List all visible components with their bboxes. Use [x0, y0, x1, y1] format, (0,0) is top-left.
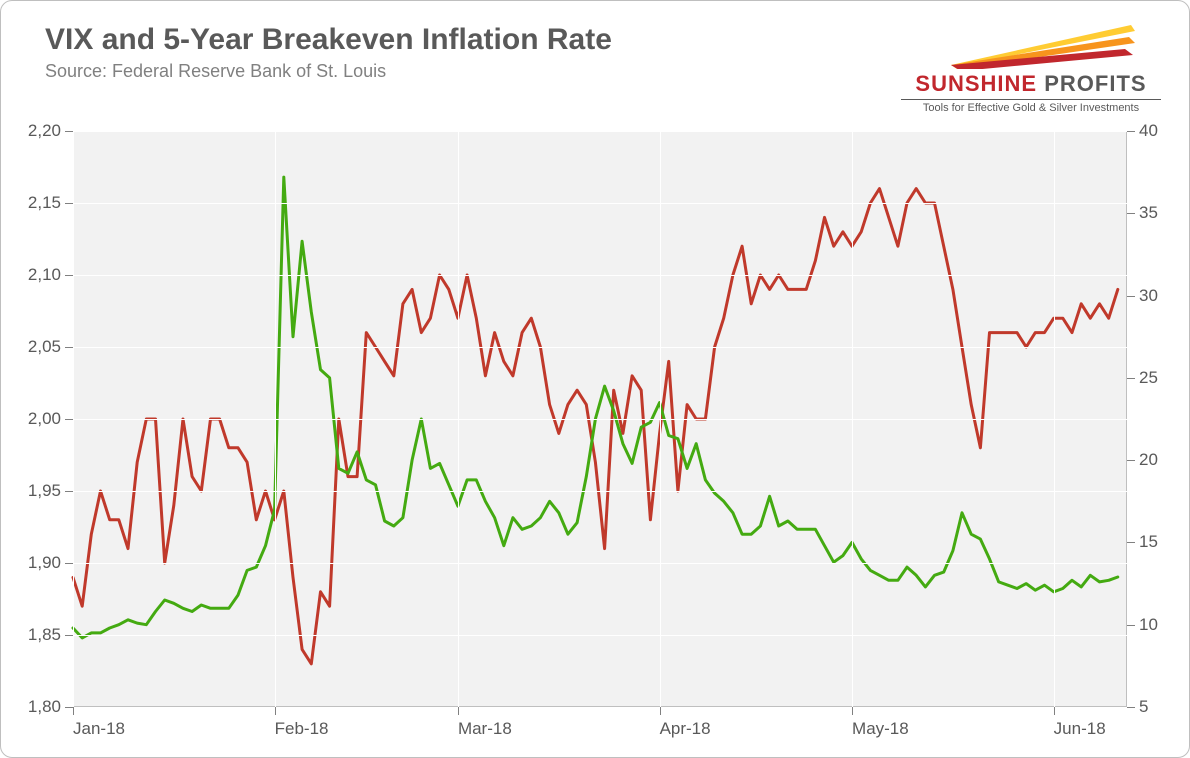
sun-rays-icon [921, 23, 1141, 69]
gridline-vertical [458, 131, 459, 707]
gridline-vertical [1054, 131, 1055, 707]
x-axis-label: Jan-18 [73, 707, 125, 739]
gridline-vertical [275, 131, 276, 707]
gridline-horizontal [73, 635, 1127, 636]
chart-card: VIX and 5-Year Breakeven Inflation Rate … [0, 0, 1190, 758]
gridline-horizontal [73, 203, 1127, 204]
series-vix [73, 177, 1118, 638]
gridline-vertical [852, 131, 853, 707]
gridline-horizontal [73, 707, 1127, 708]
gridline-horizontal [73, 419, 1127, 420]
gridline-horizontal [73, 347, 1127, 348]
x-axis-label: Jun-18 [1054, 707, 1106, 739]
x-axis-label: Apr-18 [660, 707, 711, 739]
gridline-horizontal [73, 563, 1127, 564]
x-axis-label: May-18 [852, 707, 909, 739]
logo-text: SUNSHINE PROFITS [901, 71, 1161, 97]
gridline-horizontal [73, 275, 1127, 276]
plot-area: 1,801,851,901,952,002,052,102,152,205101… [73, 131, 1127, 707]
gridline-horizontal [73, 491, 1127, 492]
logo-tagline: Tools for Effective Gold & Silver Invest… [901, 99, 1161, 114]
gridline-vertical [660, 131, 661, 707]
gridline-horizontal [73, 131, 1127, 132]
brand-logo: SUNSHINE PROFITS Tools for Effective Gol… [901, 23, 1161, 114]
x-axis-label: Feb-18 [275, 707, 329, 739]
x-axis-label: Mar-18 [458, 707, 512, 739]
chart-header: VIX and 5-Year Breakeven Inflation Rate … [17, 23, 1173, 119]
gridline-vertical [73, 131, 74, 707]
